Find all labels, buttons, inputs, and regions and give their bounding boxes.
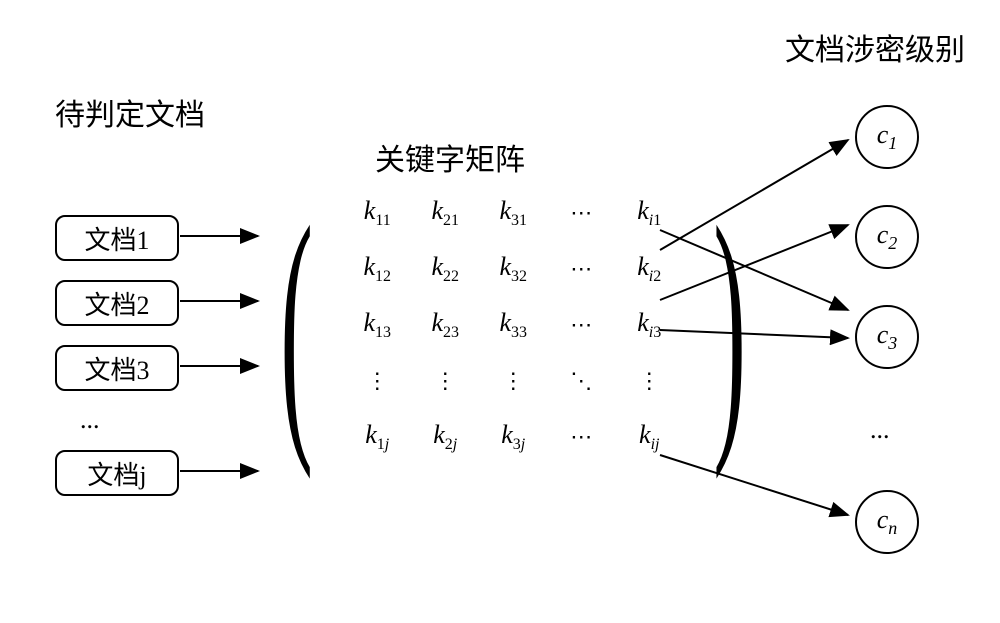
matrix-cell: ⋱ bbox=[570, 368, 592, 394]
matrix-cell: k3j bbox=[501, 420, 525, 454]
matrix-header: 关键字矩阵 bbox=[375, 135, 525, 179]
matrix-cell: ki2 bbox=[637, 252, 661, 286]
matrix-cell: ki1 bbox=[637, 196, 661, 230]
paren-left: ( bbox=[280, 185, 313, 465]
class-label: c1 bbox=[877, 120, 898, 154]
class-ellipsis: ... bbox=[870, 415, 890, 445]
matrix-cell: kij bbox=[639, 420, 659, 454]
doc-label: 文档2 bbox=[84, 285, 149, 322]
doc-box-j: 文档j bbox=[55, 450, 179, 496]
matrix-cell: k12 bbox=[363, 252, 391, 286]
matrix-cell: k23 bbox=[431, 308, 459, 342]
class-circle-2: c2 bbox=[855, 205, 919, 269]
matrix-cell: k32 bbox=[499, 252, 527, 286]
paren-right: ) bbox=[714, 185, 747, 465]
keyword-matrix: ( k11 k21 k31 ⋯ ki1 k12 k22 k32 ⋯ ki2 k13 k23 k33 ⋯ ki… bbox=[250, 185, 777, 465]
doc-box-1: 文档1 bbox=[55, 215, 179, 261]
class-label: c2 bbox=[877, 220, 898, 254]
class-label: c3 bbox=[877, 320, 898, 354]
matrix-grid: k11 k21 k31 ⋯ ki1 k12 k22 k32 ⋯ ki2 k13 k23 k33 ⋯ ki3 ⋮… bbox=[343, 185, 683, 465]
matrix-cell: ⋯ bbox=[570, 256, 592, 282]
docs-header: 待判定文档 bbox=[55, 90, 205, 134]
matrix-cell: ⋮ bbox=[366, 368, 388, 394]
class-circle-n: cn bbox=[855, 490, 919, 554]
class-circle-1: c1 bbox=[855, 105, 919, 169]
doc-label: 文档1 bbox=[84, 220, 149, 257]
matrix-cell: ⋯ bbox=[570, 312, 592, 338]
matrix-cell: k22 bbox=[431, 252, 459, 286]
class-label: cn bbox=[877, 505, 898, 539]
matrix-cell: ⋮ bbox=[434, 368, 456, 394]
matrix-cell: ki3 bbox=[637, 308, 661, 342]
matrix-cell: ⋮ bbox=[638, 368, 660, 394]
matrix-cell: k21 bbox=[431, 196, 459, 230]
matrix-cell: ⋮ bbox=[502, 368, 524, 394]
doc-ellipsis: ... bbox=[80, 405, 100, 435]
class-circle-3: c3 bbox=[855, 305, 919, 369]
matrix-cell: k31 bbox=[499, 196, 527, 230]
matrix-cell: k13 bbox=[363, 308, 391, 342]
doc-label: 文档j bbox=[87, 455, 146, 492]
matrix-cell: k1j bbox=[365, 420, 389, 454]
matrix-cell: k2j bbox=[433, 420, 457, 454]
matrix-cell: k33 bbox=[499, 308, 527, 342]
doc-box-3: 文档3 bbox=[55, 345, 179, 391]
doc-label: 文档3 bbox=[84, 350, 149, 387]
matrix-cell: ⋯ bbox=[570, 424, 592, 450]
doc-box-2: 文档2 bbox=[55, 280, 179, 326]
classes-header: 文档涉密级别 bbox=[785, 25, 965, 69]
matrix-cell: k11 bbox=[364, 196, 391, 230]
matrix-cell: ⋯ bbox=[570, 200, 592, 226]
